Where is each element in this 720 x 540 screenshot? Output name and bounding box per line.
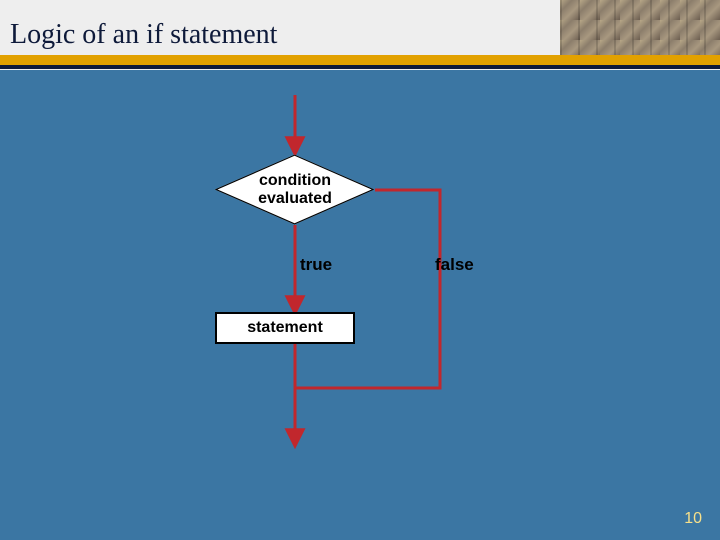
- condition-label: conditionevaluated: [215, 155, 375, 225]
- header-rule-gold: [0, 55, 720, 65]
- slide: Logic of an if statement conditionevalua…: [0, 0, 720, 540]
- page-number: 10: [684, 510, 702, 528]
- header-rule-navy: [0, 65, 720, 69]
- true-label: true: [300, 255, 332, 275]
- flowchart-lines: [0, 0, 720, 540]
- false-label: false: [435, 255, 474, 275]
- statement-node: statement: [215, 312, 355, 344]
- slide-title: Logic of an if statement: [10, 19, 277, 51]
- header-decorative-image: [560, 0, 720, 55]
- statement-label: statement: [247, 319, 323, 337]
- header-rules: [0, 55, 720, 69]
